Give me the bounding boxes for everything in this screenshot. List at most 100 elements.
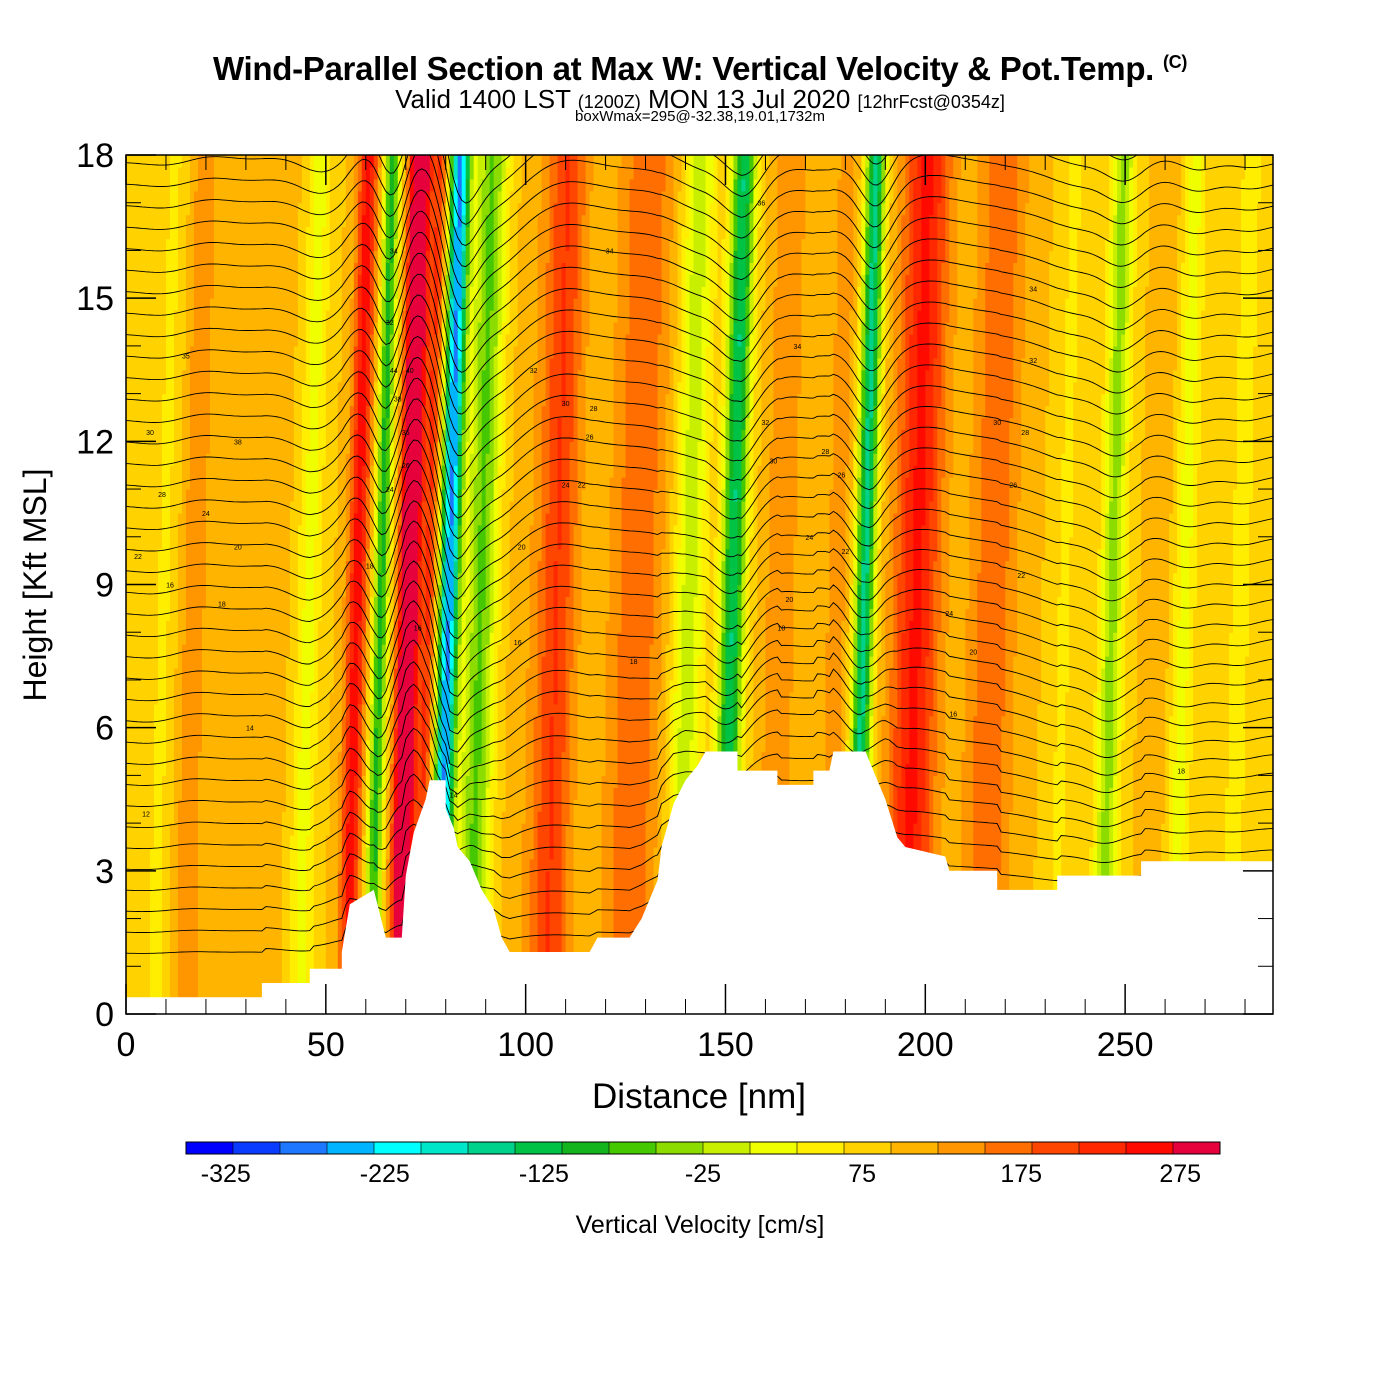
heat-cell xyxy=(145,608,151,621)
heat-cell xyxy=(126,679,131,693)
heat-cell xyxy=(253,369,259,383)
heat-cell xyxy=(161,190,167,204)
heat-cell xyxy=(333,775,339,788)
heat-cell xyxy=(385,357,391,371)
heat-cell xyxy=(193,512,199,526)
heat-cell xyxy=(149,524,155,538)
heat-cell xyxy=(245,703,251,717)
heat-cell xyxy=(285,286,291,299)
heat-cell xyxy=(193,691,199,705)
heat-cell xyxy=(197,560,203,574)
heat-cell xyxy=(397,930,403,944)
heat-cell xyxy=(273,679,279,693)
heat-cell xyxy=(197,345,203,359)
heat-cell xyxy=(265,417,271,430)
heat-cell xyxy=(325,536,331,550)
heat-cell xyxy=(381,858,387,872)
heat-cell xyxy=(321,322,327,335)
heat-cell xyxy=(177,453,183,466)
heat-cell xyxy=(365,369,371,383)
heat-cell xyxy=(133,453,139,466)
heat-cell xyxy=(221,310,227,323)
heat-cell xyxy=(333,429,339,442)
heat-cell xyxy=(321,799,327,812)
heat-cell xyxy=(149,858,155,872)
heat-cell xyxy=(305,620,311,633)
heat-cell xyxy=(369,536,375,550)
heat-cell xyxy=(293,775,299,788)
heat-cell xyxy=(377,357,383,371)
heat-cell xyxy=(133,763,139,776)
heat-cell xyxy=(130,632,135,645)
heat-cell xyxy=(385,429,391,442)
heat-cell xyxy=(349,381,355,395)
heat-cell xyxy=(201,465,207,478)
heat-cell xyxy=(197,381,203,395)
heat-cell xyxy=(225,238,231,252)
heat-cell xyxy=(357,262,363,275)
heat-cell xyxy=(309,823,315,836)
heat-cell xyxy=(237,226,243,240)
heat-cell xyxy=(349,190,355,204)
heat-cell xyxy=(253,298,259,311)
heat-cell xyxy=(145,226,151,240)
heat-cell xyxy=(309,656,315,669)
heat-cell xyxy=(229,966,235,979)
heat-cell xyxy=(145,489,151,502)
heat-cell xyxy=(221,835,227,848)
heat-cell xyxy=(317,214,323,228)
heat-cell xyxy=(317,787,323,800)
heat-cell xyxy=(126,536,131,550)
heat-cell xyxy=(377,739,383,753)
heat-cell xyxy=(169,310,175,323)
heat-cell xyxy=(269,703,275,717)
heat-cell xyxy=(205,190,211,204)
heat-cell xyxy=(309,417,315,430)
heat-cell xyxy=(237,286,243,299)
heat-cell xyxy=(161,453,167,466)
heat-cell xyxy=(169,811,175,824)
heat-cell xyxy=(193,357,199,371)
heat-cell xyxy=(269,524,275,538)
heat-cell xyxy=(185,584,191,598)
heat-cell xyxy=(325,882,331,896)
heat-cell xyxy=(345,453,351,466)
heat-cell xyxy=(401,799,407,812)
heat-cell xyxy=(369,155,375,168)
heat-cell xyxy=(313,298,319,311)
heat-cell xyxy=(345,572,351,586)
heat-cell xyxy=(245,942,251,955)
heat-cell xyxy=(130,584,135,598)
heat-cell xyxy=(261,166,267,180)
heat-cell xyxy=(205,787,211,800)
heat-cell xyxy=(237,381,243,395)
heat-cell xyxy=(377,596,383,609)
heat-cell xyxy=(197,584,203,598)
heat-cell xyxy=(177,357,183,371)
heat-cell xyxy=(289,369,295,383)
heat-cell xyxy=(269,393,275,407)
heat-cell xyxy=(249,512,255,526)
heat-cell xyxy=(141,298,147,311)
heat-cell xyxy=(361,882,367,896)
heat-cell xyxy=(189,775,195,788)
heat-cell xyxy=(225,858,231,872)
heat-cell xyxy=(301,190,307,204)
heat-cell xyxy=(305,691,311,705)
heat-cell xyxy=(329,512,335,526)
heat-cell xyxy=(265,322,271,335)
heat-cell xyxy=(313,882,319,896)
heat-cell xyxy=(173,524,179,538)
heat-cell xyxy=(149,262,155,275)
heat-cell xyxy=(353,274,359,287)
heat-cell xyxy=(297,870,303,884)
heat-cell xyxy=(153,262,159,275)
heat-cell xyxy=(145,453,151,466)
heat-cell xyxy=(126,990,131,1003)
heat-cell xyxy=(126,572,131,586)
heat-cell xyxy=(185,214,191,228)
heat-cell xyxy=(269,178,275,192)
heat-cell xyxy=(161,656,167,669)
heat-cell xyxy=(217,823,223,836)
heat-cell xyxy=(229,644,235,657)
